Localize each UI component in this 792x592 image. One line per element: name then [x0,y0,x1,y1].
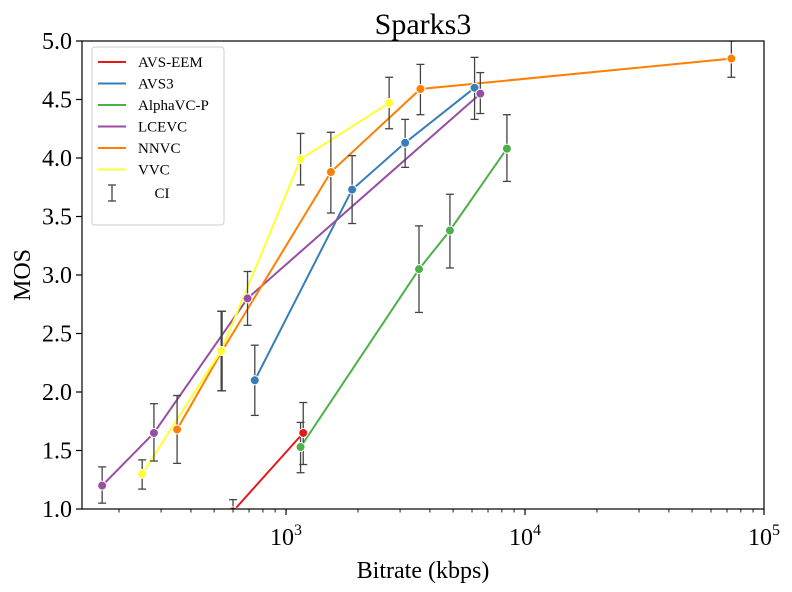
legend-label-ci: CI [155,186,170,202]
data-point [216,346,227,357]
legend-label: AlphaVC-P [138,98,209,114]
legend-box [91,46,225,226]
y-tick-label: 1.5 [42,439,72,465]
y-axis-label: MOS [10,249,36,301]
data-point [726,53,737,64]
series-line-nnvc [176,57,732,430]
legend-label: VVC [138,163,170,179]
data-point [469,82,480,93]
data-point [415,83,426,94]
y-tick-label: 2.5 [42,322,72,348]
series-line-vvc [141,102,390,475]
x-tick-label: 103 [270,522,302,551]
legend-label: NNVC [138,141,181,157]
y-tick-label: 1.0 [42,497,72,523]
data-point [444,225,455,236]
data-point [172,424,183,435]
y-tick-label: 5.0 [42,29,72,55]
y-tick-label: 2.0 [42,380,72,406]
legend-label: AVS3 [138,77,174,93]
data-point [325,167,336,178]
data-point [501,143,512,154]
y-tick-label: 3.0 [42,263,72,289]
legend: AVS-EEM AVS3 AlphaVC-P LCEVC NNVC VVC CI [91,46,225,226]
data-point [97,480,108,491]
data-point [242,293,253,304]
x-axis-label: Bitrate (kbps) [357,558,490,584]
data-point [384,98,395,109]
data-point [413,264,424,275]
data-point [400,137,411,148]
data-point [249,375,260,386]
legend-label: AVS-EEM [138,55,203,71]
y-tick-label: 4.5 [42,88,72,114]
data-point [475,88,486,99]
series-line-lcevc [101,92,481,487]
y-tick-label: 4.0 [42,146,72,172]
series-group [97,41,737,509]
data-point [295,441,306,452]
data-point [295,154,306,165]
legend-label: LCEVC [138,120,187,136]
data-point [137,468,148,479]
ci-bar [229,498,238,509]
x-tick-label: 104 [509,522,541,551]
series-line-alphavc-p [299,148,508,448]
x-tick-label: 105 [748,522,780,551]
y-tick-label: 3.5 [42,205,72,231]
series-line-avs-eem [233,432,304,509]
plot-area [97,41,737,509]
chart-title: Sparks3 [375,8,472,41]
data-point [347,184,358,195]
series-line-avs3 [253,87,476,381]
legend-ci-swatch [108,184,116,202]
data-point [298,427,309,438]
data-point [148,427,159,438]
axes: 1.0 1.5 2.0 2.5 3.0 3.5 4.0 4.5 5.0 103 104 105 [42,29,780,551]
